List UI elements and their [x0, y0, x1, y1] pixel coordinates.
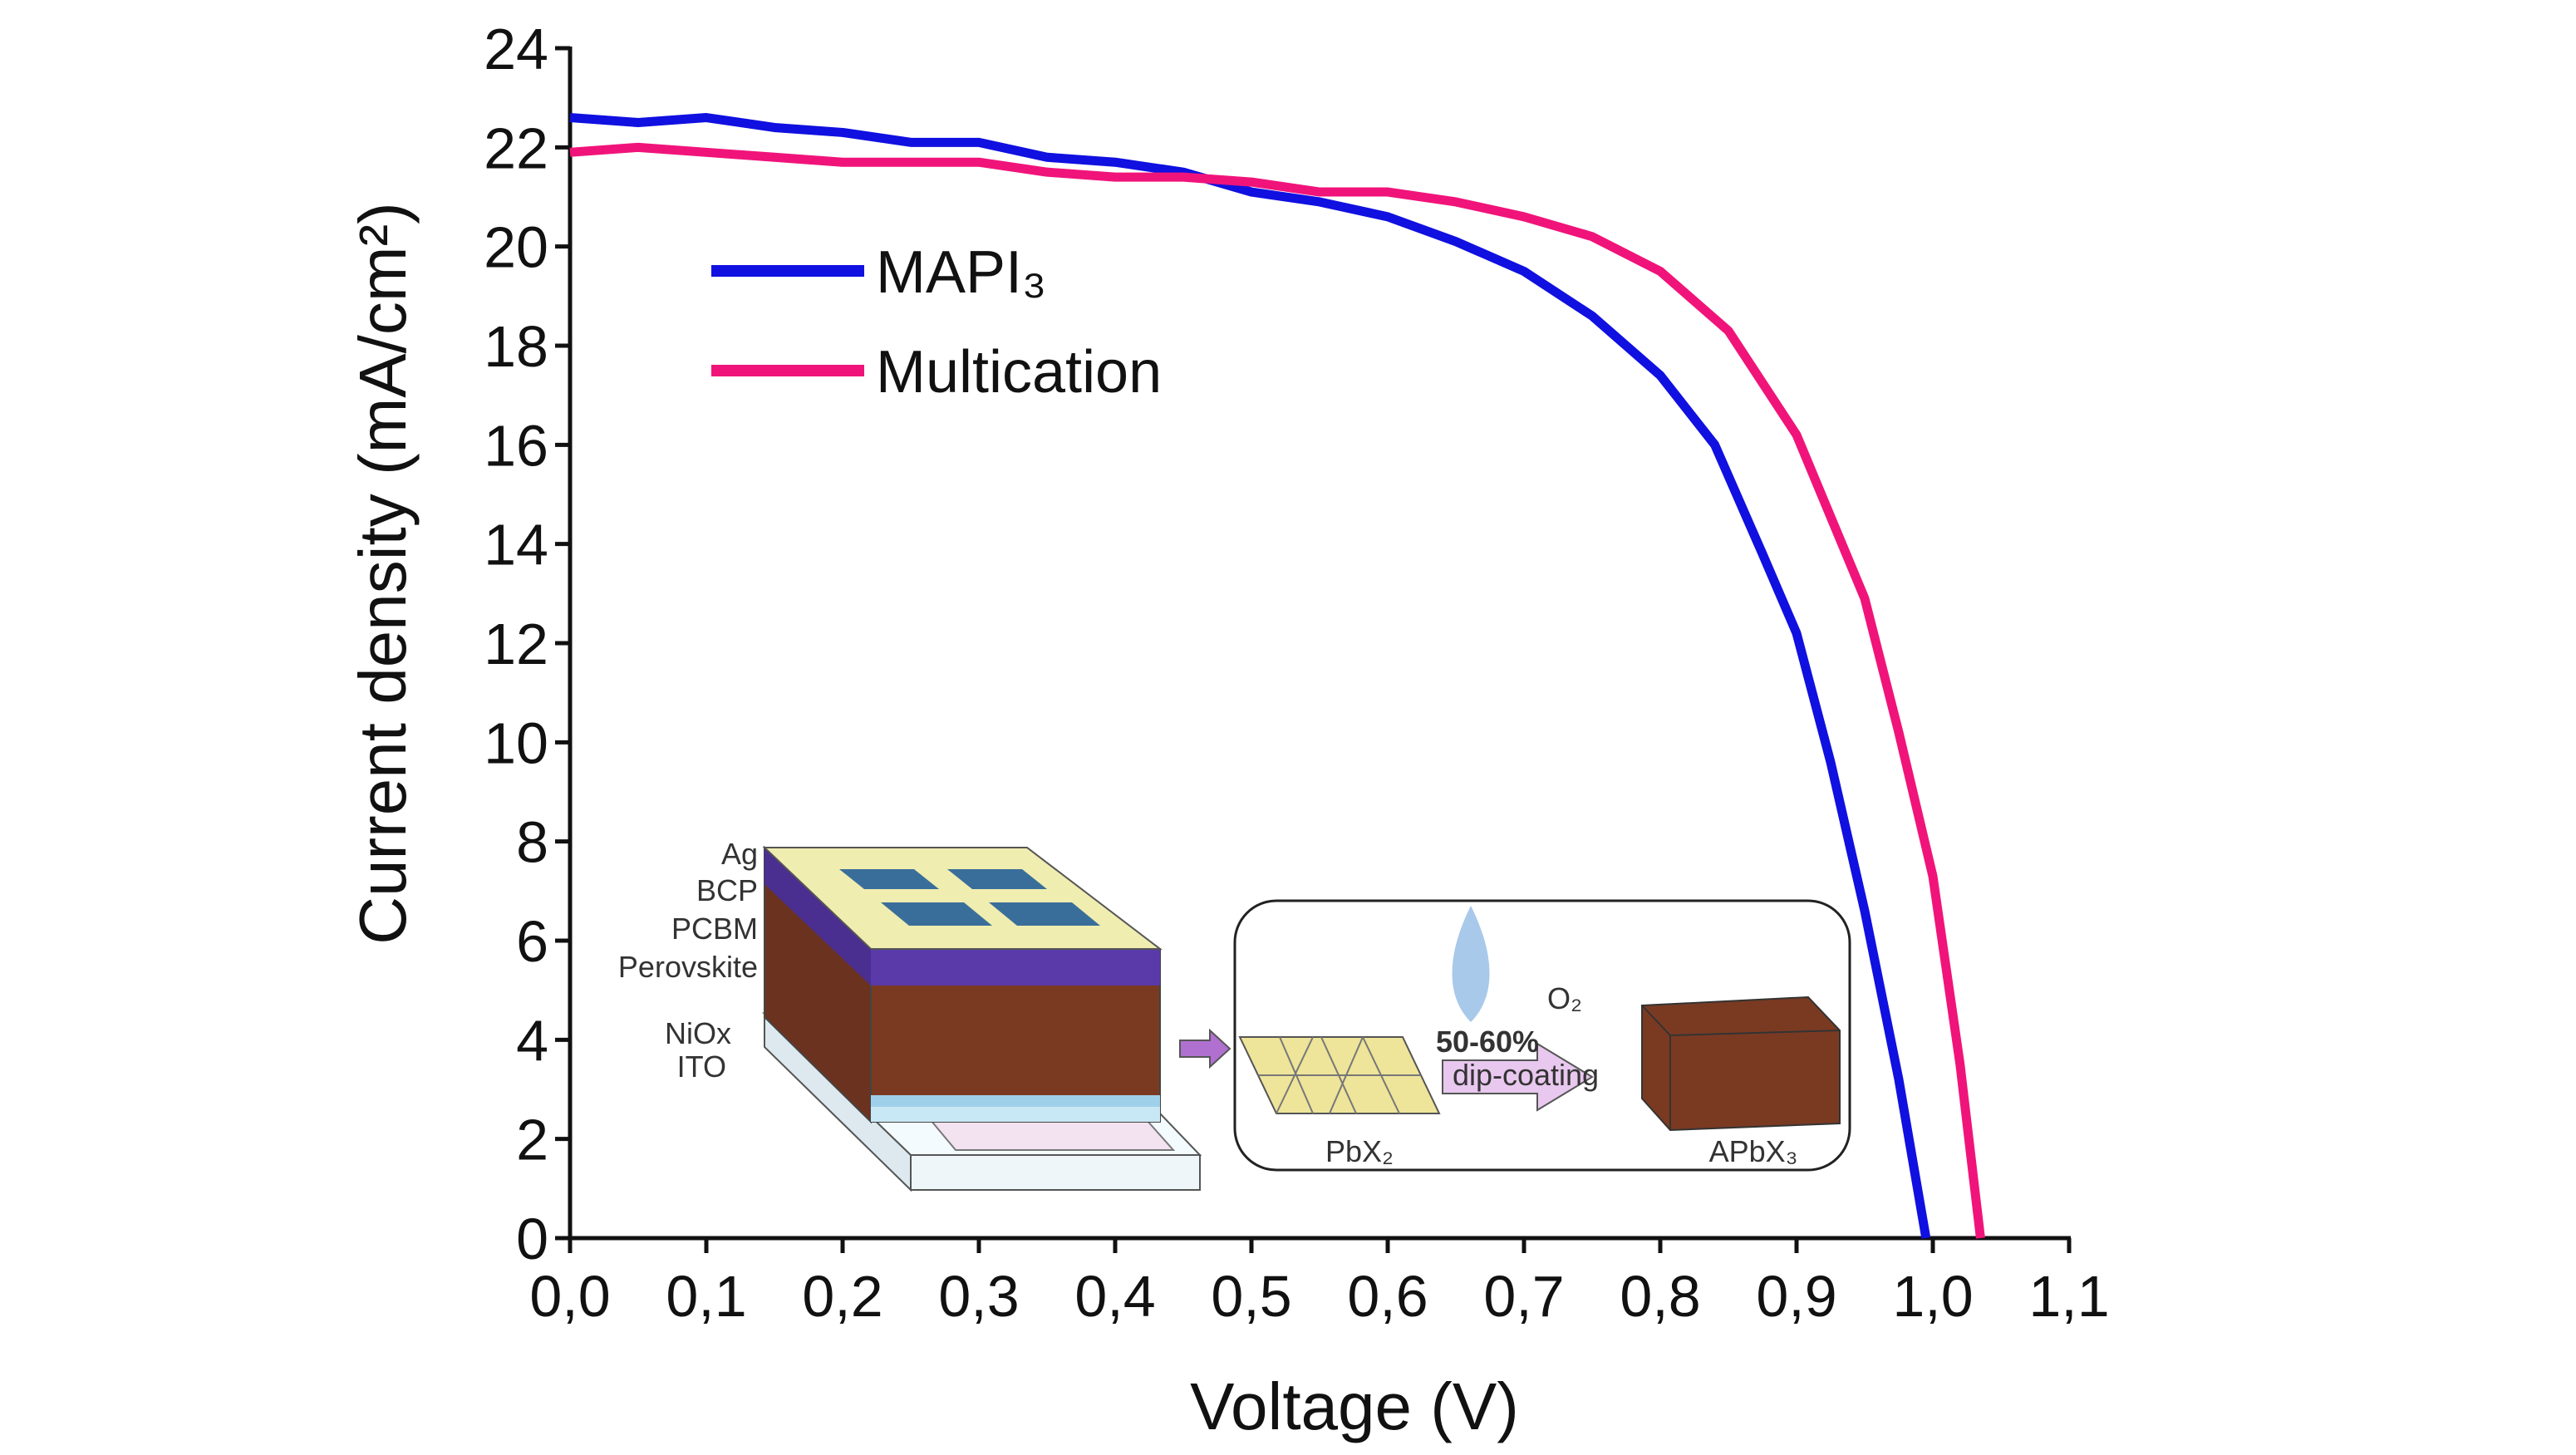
- pcbm-layer: [871, 949, 1160, 986]
- x-tick-label: 0,7: [1483, 1264, 1564, 1329]
- ito-stripes: [928, 1119, 1176, 1151]
- ito-layer: [871, 1107, 1160, 1122]
- x-tick-label: 0,5: [1211, 1264, 1291, 1329]
- ag-electrode: [947, 869, 1047, 889]
- y-tick-label: 4: [516, 1008, 548, 1073]
- y-tick-label: 8: [516, 810, 548, 875]
- ag-electrode: [839, 869, 939, 889]
- niox-layer: [871, 1095, 1160, 1107]
- pbx2-lattice: [1258, 1036, 1421, 1114]
- x-tick-label: 0,4: [1074, 1264, 1155, 1329]
- x-tick-label: 0,8: [1620, 1264, 1700, 1329]
- y-tick-label: 20: [484, 215, 548, 280]
- arrow: [1179, 1028, 1231, 1069]
- o2-label: O₂: [1547, 981, 1582, 1015]
- substrate-front: [910, 1154, 1201, 1191]
- y-tick-label: 22: [484, 116, 548, 180]
- x-tick-label: 0,6: [1347, 1264, 1428, 1329]
- x-tick-label: 0,0: [529, 1264, 610, 1329]
- x-tick-label: 0,9: [1756, 1264, 1836, 1329]
- y-tick-label: 2: [516, 1108, 548, 1172]
- y-tick-label: 24: [484, 17, 548, 81]
- y-tick-label: 6: [516, 909, 548, 974]
- x-tick-label: 1,0: [1892, 1264, 1973, 1329]
- legend-label: MAPI₃: [876, 239, 1046, 306]
- apbx3-edges: [1641, 1005, 1841, 1130]
- x-tick-label: 0,3: [938, 1264, 1019, 1329]
- data-line: [569, 142, 1985, 1239]
- layer-label: ITO: [677, 1049, 726, 1084]
- y-tick-label: 12: [484, 612, 548, 676]
- layer-label: Perovskite: [618, 950, 758, 984]
- material-label: PbX₂: [1325, 1134, 1394, 1168]
- ag-electrode: [881, 902, 992, 926]
- layer-label: PCBM: [671, 912, 758, 946]
- percent-label: 50-60%: [1436, 1025, 1539, 1059]
- x-tick-label: 0,2: [802, 1264, 882, 1329]
- x-axis-title: Voltage (V): [1190, 1369, 1519, 1443]
- data-line: [569, 113, 1931, 1239]
- droplet: [1452, 906, 1490, 1022]
- apbx3-cube: [1641, 995, 1841, 1132]
- y-tick-label: 0: [516, 1207, 548, 1271]
- process-label: dip-coating: [1453, 1058, 1599, 1092]
- y-tick-label: 18: [484, 314, 548, 379]
- y-tick-label: 14: [484, 513, 548, 578]
- y-tick-label: 16: [484, 413, 548, 478]
- layer-label: BCP: [696, 873, 758, 907]
- y-tick-label: 10: [484, 710, 548, 775]
- x-tick-label: 1,1: [2028, 1264, 2109, 1329]
- pcbm-side: [764, 848, 871, 986]
- layer-label: Ag: [721, 837, 758, 871]
- inset-diagram: Ag BCP PCBM Perovskite NiOx ITO O₂ 50-60…: [618, 837, 1851, 1192]
- process-arrow: [1442, 1042, 1594, 1112]
- y-axis-title: Current density (mA/cm²): [346, 202, 420, 944]
- ag-electrode: [989, 902, 1100, 926]
- layer-label: NiOx: [665, 1016, 731, 1050]
- x-tick-label: 0,1: [666, 1264, 746, 1329]
- material-label: APbX₃: [1709, 1134, 1798, 1168]
- legend-label: Multication: [876, 339, 1162, 406]
